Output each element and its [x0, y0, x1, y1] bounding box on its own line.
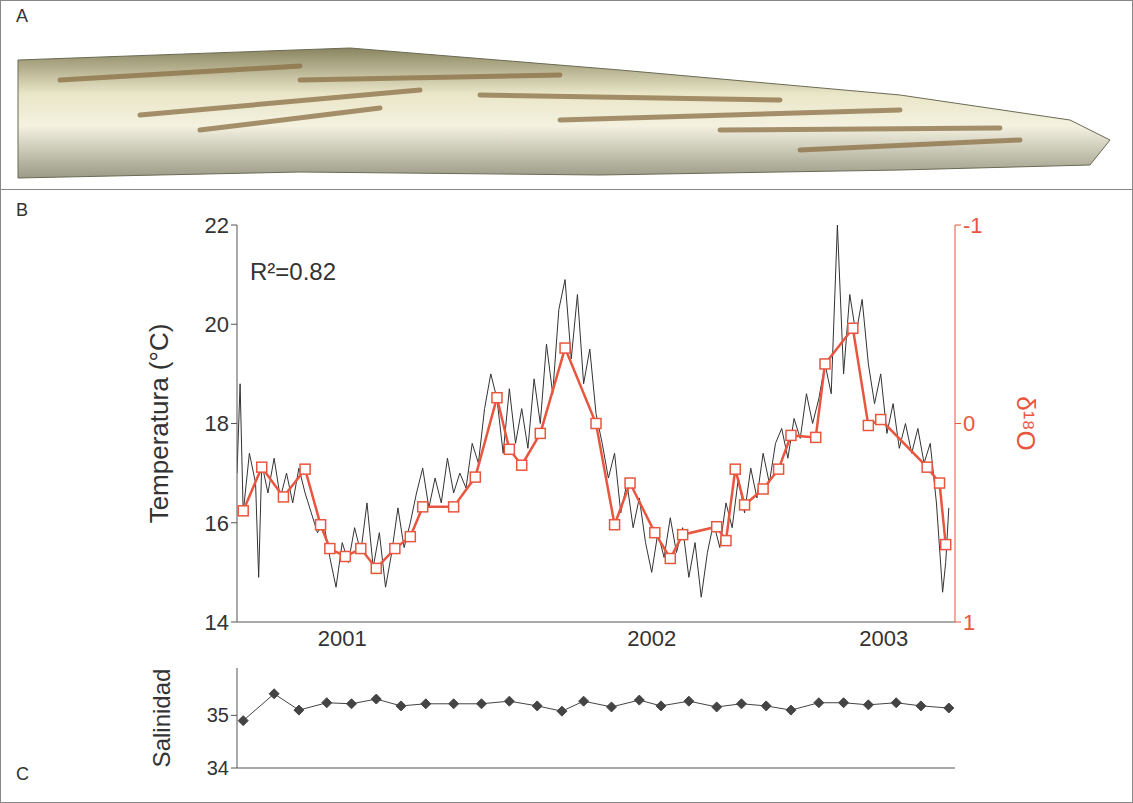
html-text:R²=0.82: R²=0.82 — [250, 258, 337, 285]
svg-text:2003: 2003 — [859, 626, 908, 650]
svg-text:1: 1 — [963, 610, 975, 635]
html-text:B: B — [16, 200, 28, 220]
svg-text:22: 22 — [205, 213, 229, 238]
svg-text:2001: 2001 — [318, 626, 367, 650]
html-text:A: A — [16, 6, 28, 26]
svg-text:0: 0 — [963, 411, 975, 436]
svg-text:2002: 2002 — [627, 626, 676, 650]
svg-text:35: 35 — [207, 704, 229, 726]
svg-text:Salinidad: Salinidad — [148, 669, 175, 768]
svg-text:14: 14 — [205, 610, 229, 635]
svg-text:18: 18 — [205, 411, 229, 436]
svg-text:16: 16 — [205, 511, 229, 536]
svg-text:34: 34 — [207, 757, 229, 779]
html-text:C: C — [16, 764, 29, 784]
svg-text:δ¹⁸O: δ¹⁸O — [1011, 396, 1041, 450]
svg-text:20: 20 — [205, 312, 229, 337]
svg-text:Temperatura (°C): Temperatura (°C) — [144, 324, 174, 524]
svg-text:-1: -1 — [963, 213, 983, 238]
